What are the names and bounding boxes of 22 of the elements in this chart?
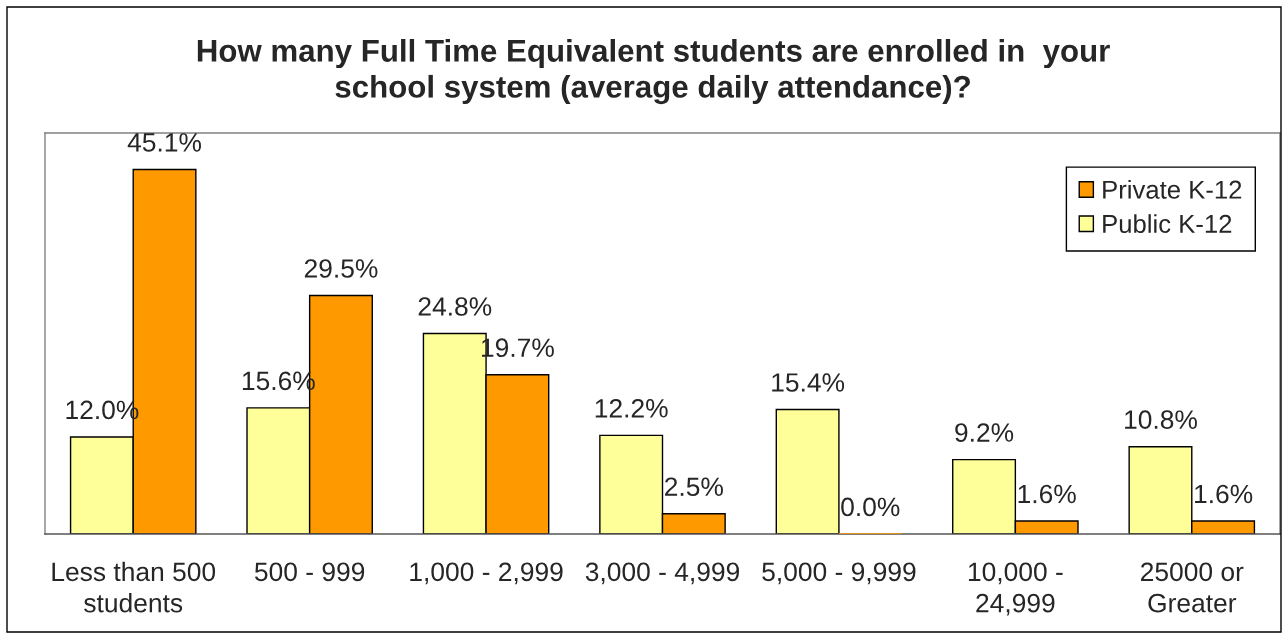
data-label: 2.5%: [665, 477, 723, 497]
data-label: 29.5%: [304, 259, 378, 278]
data-label: 45.1%: [127, 133, 202, 152]
legend-label: Public K-12: [1103, 214, 1232, 234]
x-tick-label: 5,000 - 9,999: [762, 562, 916, 585]
data-label: 15.4%: [772, 373, 845, 392]
x-tick-label: 500 - 999: [254, 562, 365, 582]
data-label: 12.2%: [595, 398, 668, 418]
data-label: 10.8%: [1125, 410, 1197, 429]
chart-title: How many Full Time Equivalent students are enrolled in your school system (average daily attendance)?: [197, 38, 1110, 105]
legend-label: Private K-12: [1103, 179, 1242, 199]
bar: [775, 408, 840, 534]
data-label: 0.0%: [841, 497, 900, 517]
x-tick-label: Less than 500 students: [52, 561, 216, 613]
x-tick-label: 10,000 - 24,999: [968, 562, 1063, 616]
x-tick-label: 3,000 - 4,999: [585, 562, 740, 585]
data-label: 1.6%: [1195, 484, 1253, 504]
data-label: 1.6%: [1018, 484, 1076, 504]
data-label: 24.8%: [418, 297, 492, 316]
x-tick-label: 25000 or Greater: [1141, 562, 1244, 613]
data-label: 9.2%: [955, 423, 1014, 442]
x-tick-label: 1,000 - 2,999: [410, 562, 563, 585]
